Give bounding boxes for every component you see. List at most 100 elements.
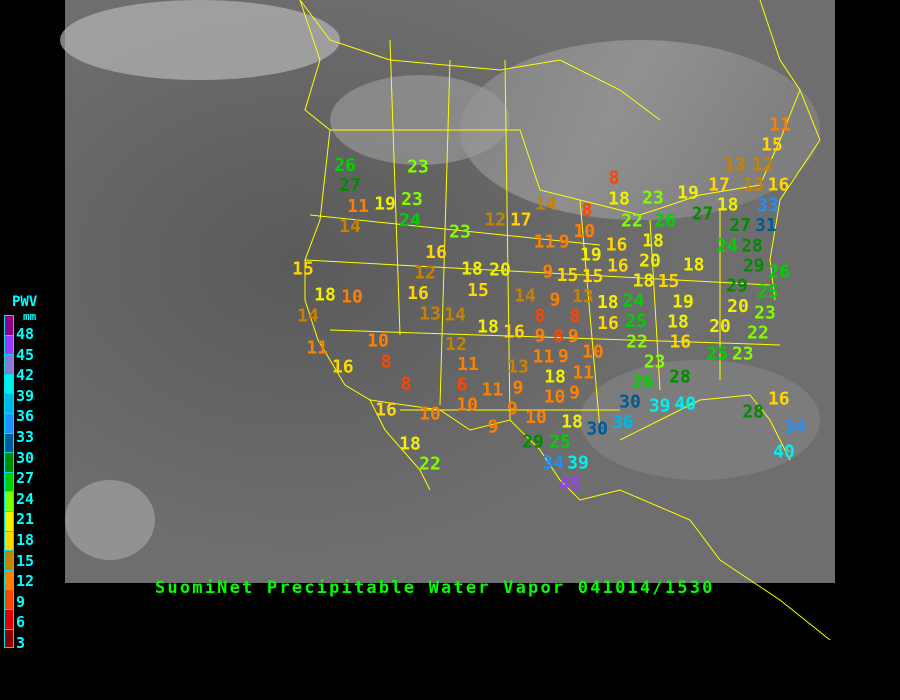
station-pwv-value: 11 <box>482 380 504 401</box>
station-pwv-value: 10 <box>367 331 389 352</box>
station-pwv-value: 17 <box>708 175 730 196</box>
station-pwv-value: 9 <box>569 382 580 403</box>
legend-swatch <box>4 628 14 649</box>
legend-swatch <box>4 471 14 492</box>
station-pwv-value: 34 <box>784 417 806 438</box>
legend-swatch <box>4 491 14 511</box>
station-pwv-value: 15 <box>467 280 489 301</box>
station-pwv-value: 25 <box>549 432 571 453</box>
station-pwv-value: 39 <box>567 452 589 473</box>
station-pwv-value: 18 <box>314 285 336 306</box>
station-pwv-value: 16 <box>597 313 619 334</box>
station-pwv-value: 26 <box>632 372 654 393</box>
legend-swatch <box>4 432 14 453</box>
station-pwv-value: 25 <box>625 311 647 332</box>
station-pwv-value: 14 <box>339 216 361 237</box>
station-pwv-value: 20 <box>639 251 661 272</box>
station-pwv-value: 13 <box>742 175 764 196</box>
station-pwv-value: 18 <box>597 292 619 313</box>
station-pwv-value: 23 <box>732 344 754 365</box>
station-pwv-value: 11 <box>534 232 556 253</box>
station-pwv-value: 10 <box>582 342 604 363</box>
station-pwv-value: 10 <box>341 287 363 308</box>
legend-label: 48 <box>16 325 35 343</box>
station-pwv-value: 25 <box>757 282 779 303</box>
legend-swatch <box>4 510 14 531</box>
station-pwv-value: 40 <box>674 394 696 415</box>
station-pwv-value: 16 <box>607 255 629 276</box>
station-pwv-value: 29 <box>522 432 544 453</box>
station-pwv-value: 10 <box>544 387 566 408</box>
legend-label: 3 <box>16 634 26 652</box>
station-pwv-value: 13 <box>724 155 746 176</box>
legend-title: PWV <box>12 294 38 310</box>
station-pwv-value: 19 <box>580 245 602 266</box>
station-pwv-value: 36 <box>612 412 634 433</box>
station-pwv-value: 14 <box>444 305 466 326</box>
station-pwv-value: 31 <box>755 215 777 236</box>
map-title: SuomiNet Precipitable Water Vapor 041014… <box>155 578 715 598</box>
station-pwv-value: 14 <box>514 285 536 306</box>
legend-label: 15 <box>16 551 35 570</box>
station-pwv-value: 15 <box>761 135 783 156</box>
station-pwv-value: 26 <box>768 261 790 282</box>
station-pwv-value: 11 <box>533 346 555 367</box>
legend-color-bar <box>4 315 14 649</box>
station-pwv-value: 8 <box>609 168 620 189</box>
station-pwv-value: 16 <box>669 332 691 353</box>
station-pwv-value: 28 <box>742 402 764 423</box>
station-pwv-value: 16 <box>407 283 429 304</box>
station-pwv-value: 24 <box>716 236 738 257</box>
station-pwv-value: 18 <box>544 367 566 388</box>
station-pwv-value: 8 <box>381 351 392 372</box>
station-pwv-value: 13 <box>419 303 441 324</box>
legend-swatch <box>4 608 14 629</box>
station-pwv-value: 26 <box>654 210 676 231</box>
station-pwv-value: 10 <box>456 395 478 416</box>
station-pwv-value: 15 <box>658 271 680 292</box>
legend-swatch <box>4 334 14 355</box>
station-pwv-value: 16 <box>503 322 525 343</box>
station-pwv-value: 12 <box>445 334 467 355</box>
station-pwv-value: 9 <box>542 262 553 283</box>
station-pwv-value: 25 <box>706 344 728 365</box>
legend-label: 42 <box>16 366 35 385</box>
legend-label: 12 <box>16 572 35 591</box>
station-pwv-value: 29 <box>726 276 748 297</box>
station-pwv-value: 12 <box>752 155 774 176</box>
station-pwv-value: 13 <box>507 357 529 378</box>
station-pwv-value: 33 <box>757 195 779 216</box>
station-pwv-value: 8 <box>535 306 546 327</box>
legend-label: 36 <box>16 407 35 426</box>
station-pwv-value: 16 <box>375 400 397 421</box>
boundary-lines <box>299 0 831 641</box>
station-pwv-value: 8 <box>570 306 581 327</box>
station-pwv-value: 9 <box>558 346 569 367</box>
station-pwv-value: 30 <box>586 419 608 440</box>
legend-label: 45 <box>16 345 35 364</box>
station-pwv-value: 15 <box>582 266 604 287</box>
station-pwv-value: 23 <box>407 157 429 178</box>
legend-label: 24 <box>16 489 35 508</box>
station-pwv-value: 24 <box>623 291 645 312</box>
station-pwv-value: 23 <box>644 352 666 373</box>
legend-label: 21 <box>16 510 35 529</box>
station-pwv-value: 28 <box>669 367 691 388</box>
station-pwv-value: 20 <box>489 260 511 281</box>
station-pwv-value: 24 <box>399 210 421 231</box>
station-pwv-value: 18 <box>633 271 655 292</box>
station-pwv-value: 18 <box>642 231 664 252</box>
station-pwv-value: 8 <box>582 200 593 221</box>
station-pwv-value: 9 <box>513 377 524 398</box>
station-pwv-value: 22 <box>626 331 648 352</box>
station-pwv-value: 39 <box>649 396 671 417</box>
station-pwv-value: 18 <box>399 434 421 455</box>
station-pwv-value: 9 <box>568 326 579 347</box>
station-pwv-value: 26 <box>334 155 356 176</box>
station-pwv-value: 22 <box>621 211 643 232</box>
station-pwv-value: 16 <box>606 235 628 256</box>
station-pwv-value: 15 <box>292 259 314 280</box>
legend-swatch <box>4 550 14 570</box>
station-pwv-value: 20 <box>709 316 731 337</box>
